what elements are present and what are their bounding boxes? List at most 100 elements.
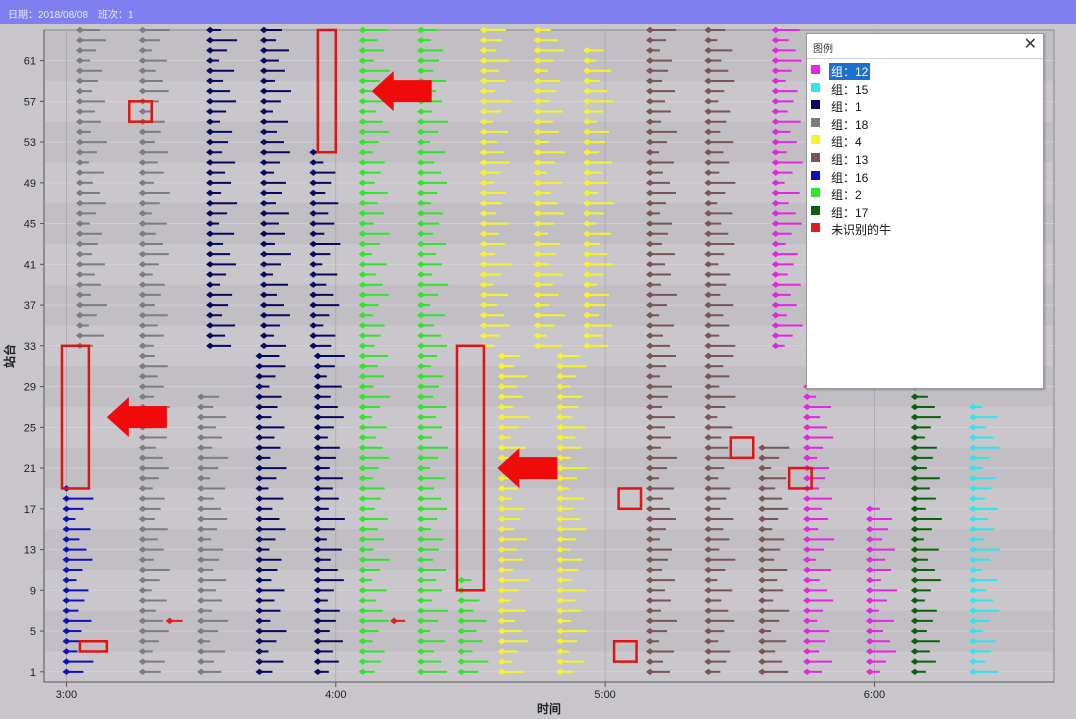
legend-item[interactable]: 组：16: [807, 168, 1037, 186]
data-point: [910, 536, 919, 543]
title-bar: 日期：2018/08/08 班次：1: [0, 0, 1076, 24]
data-point: [457, 627, 466, 635]
data-point: [803, 475, 812, 482]
data-point: [138, 638, 147, 645]
data-point: [138, 393, 147, 400]
data-point: [255, 413, 264, 421]
legend-item[interactable]: 组：13: [807, 150, 1037, 168]
data-point: [758, 444, 767, 451]
data-point: [556, 587, 565, 594]
data-point: [969, 424, 978, 431]
data-point: [646, 362, 654, 370]
data-point: [197, 485, 206, 492]
data-point: [358, 240, 367, 248]
data-point: [417, 393, 426, 400]
data-point: [803, 454, 812, 462]
data-point: [138, 138, 147, 146]
data-point: [969, 485, 978, 492]
data-point: [910, 485, 919, 492]
data-point: [704, 250, 713, 258]
data-point: [138, 627, 147, 635]
data-point: [479, 108, 488, 115]
data-point: [533, 230, 542, 237]
legend-swatch: [811, 135, 820, 145]
data-point: [479, 250, 488, 258]
data-point: [497, 536, 506, 543]
data-point: [479, 179, 488, 187]
data-point: [556, 597, 565, 604]
close-icon[interactable]: ✕: [1023, 36, 1037, 53]
data-point: [583, 118, 592, 125]
data-point: [910, 525, 919, 533]
data-point: [865, 536, 874, 543]
data-point: [758, 627, 767, 635]
data-point: [533, 322, 542, 329]
data-point: [704, 322, 713, 329]
highlight-box: [729, 436, 755, 460]
data-point: [704, 546, 713, 553]
data-point: [803, 515, 812, 523]
data-point: [75, 281, 84, 288]
data-point: [704, 413, 713, 421]
data-point: [646, 454, 654, 462]
data-point: [206, 57, 215, 64]
data-point: [75, 189, 84, 197]
data-point: [138, 576, 147, 584]
data-point: [910, 505, 919, 513]
data-point: [704, 220, 713, 227]
data-point: [479, 301, 488, 309]
data-point: [583, 332, 592, 339]
data-point: [138, 658, 147, 665]
legend-label: 组：12: [829, 63, 871, 80]
legend-item[interactable]: 未识别的牛: [807, 220, 1037, 238]
data-point: [497, 485, 506, 492]
legend-item[interactable]: 组：1: [807, 97, 1037, 115]
data-point: [533, 189, 542, 197]
data-point: [259, 87, 268, 95]
data-point: [533, 301, 542, 309]
data-point: [771, 230, 780, 237]
data-point: [758, 525, 767, 533]
legend-item[interactable]: 组：17: [807, 203, 1037, 221]
data-point: [646, 464, 654, 472]
data-point: [533, 159, 542, 166]
data-point: [771, 159, 780, 166]
data-point: [206, 98, 215, 105]
data-point: [138, 322, 147, 329]
y-tick-label: 25: [24, 422, 36, 434]
data-point: [358, 525, 367, 533]
legend-label: 组：4: [831, 135, 862, 150]
data-point: [417, 597, 426, 604]
data-point: [358, 98, 367, 105]
data-point: [646, 149, 654, 156]
data-point: [417, 424, 426, 431]
data-point: [309, 332, 318, 339]
legend-panel: 图例 ✕ 组：12 组：15 组：1 组：18 组：4 组：13 组：16 组：2 组：17 未识…: [806, 33, 1044, 389]
data-point: [417, 566, 426, 574]
data-point: [771, 98, 780, 105]
legend-item[interactable]: 组：2: [807, 185, 1037, 203]
data-point: [417, 515, 426, 523]
data-point: [865, 648, 874, 655]
data-point: [75, 169, 84, 176]
legend-item[interactable]: 组：4: [807, 132, 1037, 150]
data-point: [138, 189, 147, 197]
data-point: [910, 597, 919, 604]
data-point: [479, 261, 488, 268]
data-point: [646, 536, 654, 543]
data-point: [62, 617, 71, 625]
data-point: [479, 230, 488, 237]
data-point: [313, 658, 322, 665]
data-point: [803, 566, 812, 574]
legend-item[interactable]: 组：18: [807, 115, 1037, 133]
data-point: [75, 230, 84, 237]
legend-item[interactable]: 组：12: [807, 62, 1037, 80]
legend-item[interactable]: 组：15: [807, 80, 1037, 98]
data-point: [197, 413, 206, 421]
data-point: [259, 342, 268, 350]
data-point: [646, 179, 654, 187]
data-point: [704, 128, 713, 136]
data-point: [704, 87, 713, 95]
data-point: [533, 220, 542, 227]
data-point: [704, 607, 713, 614]
